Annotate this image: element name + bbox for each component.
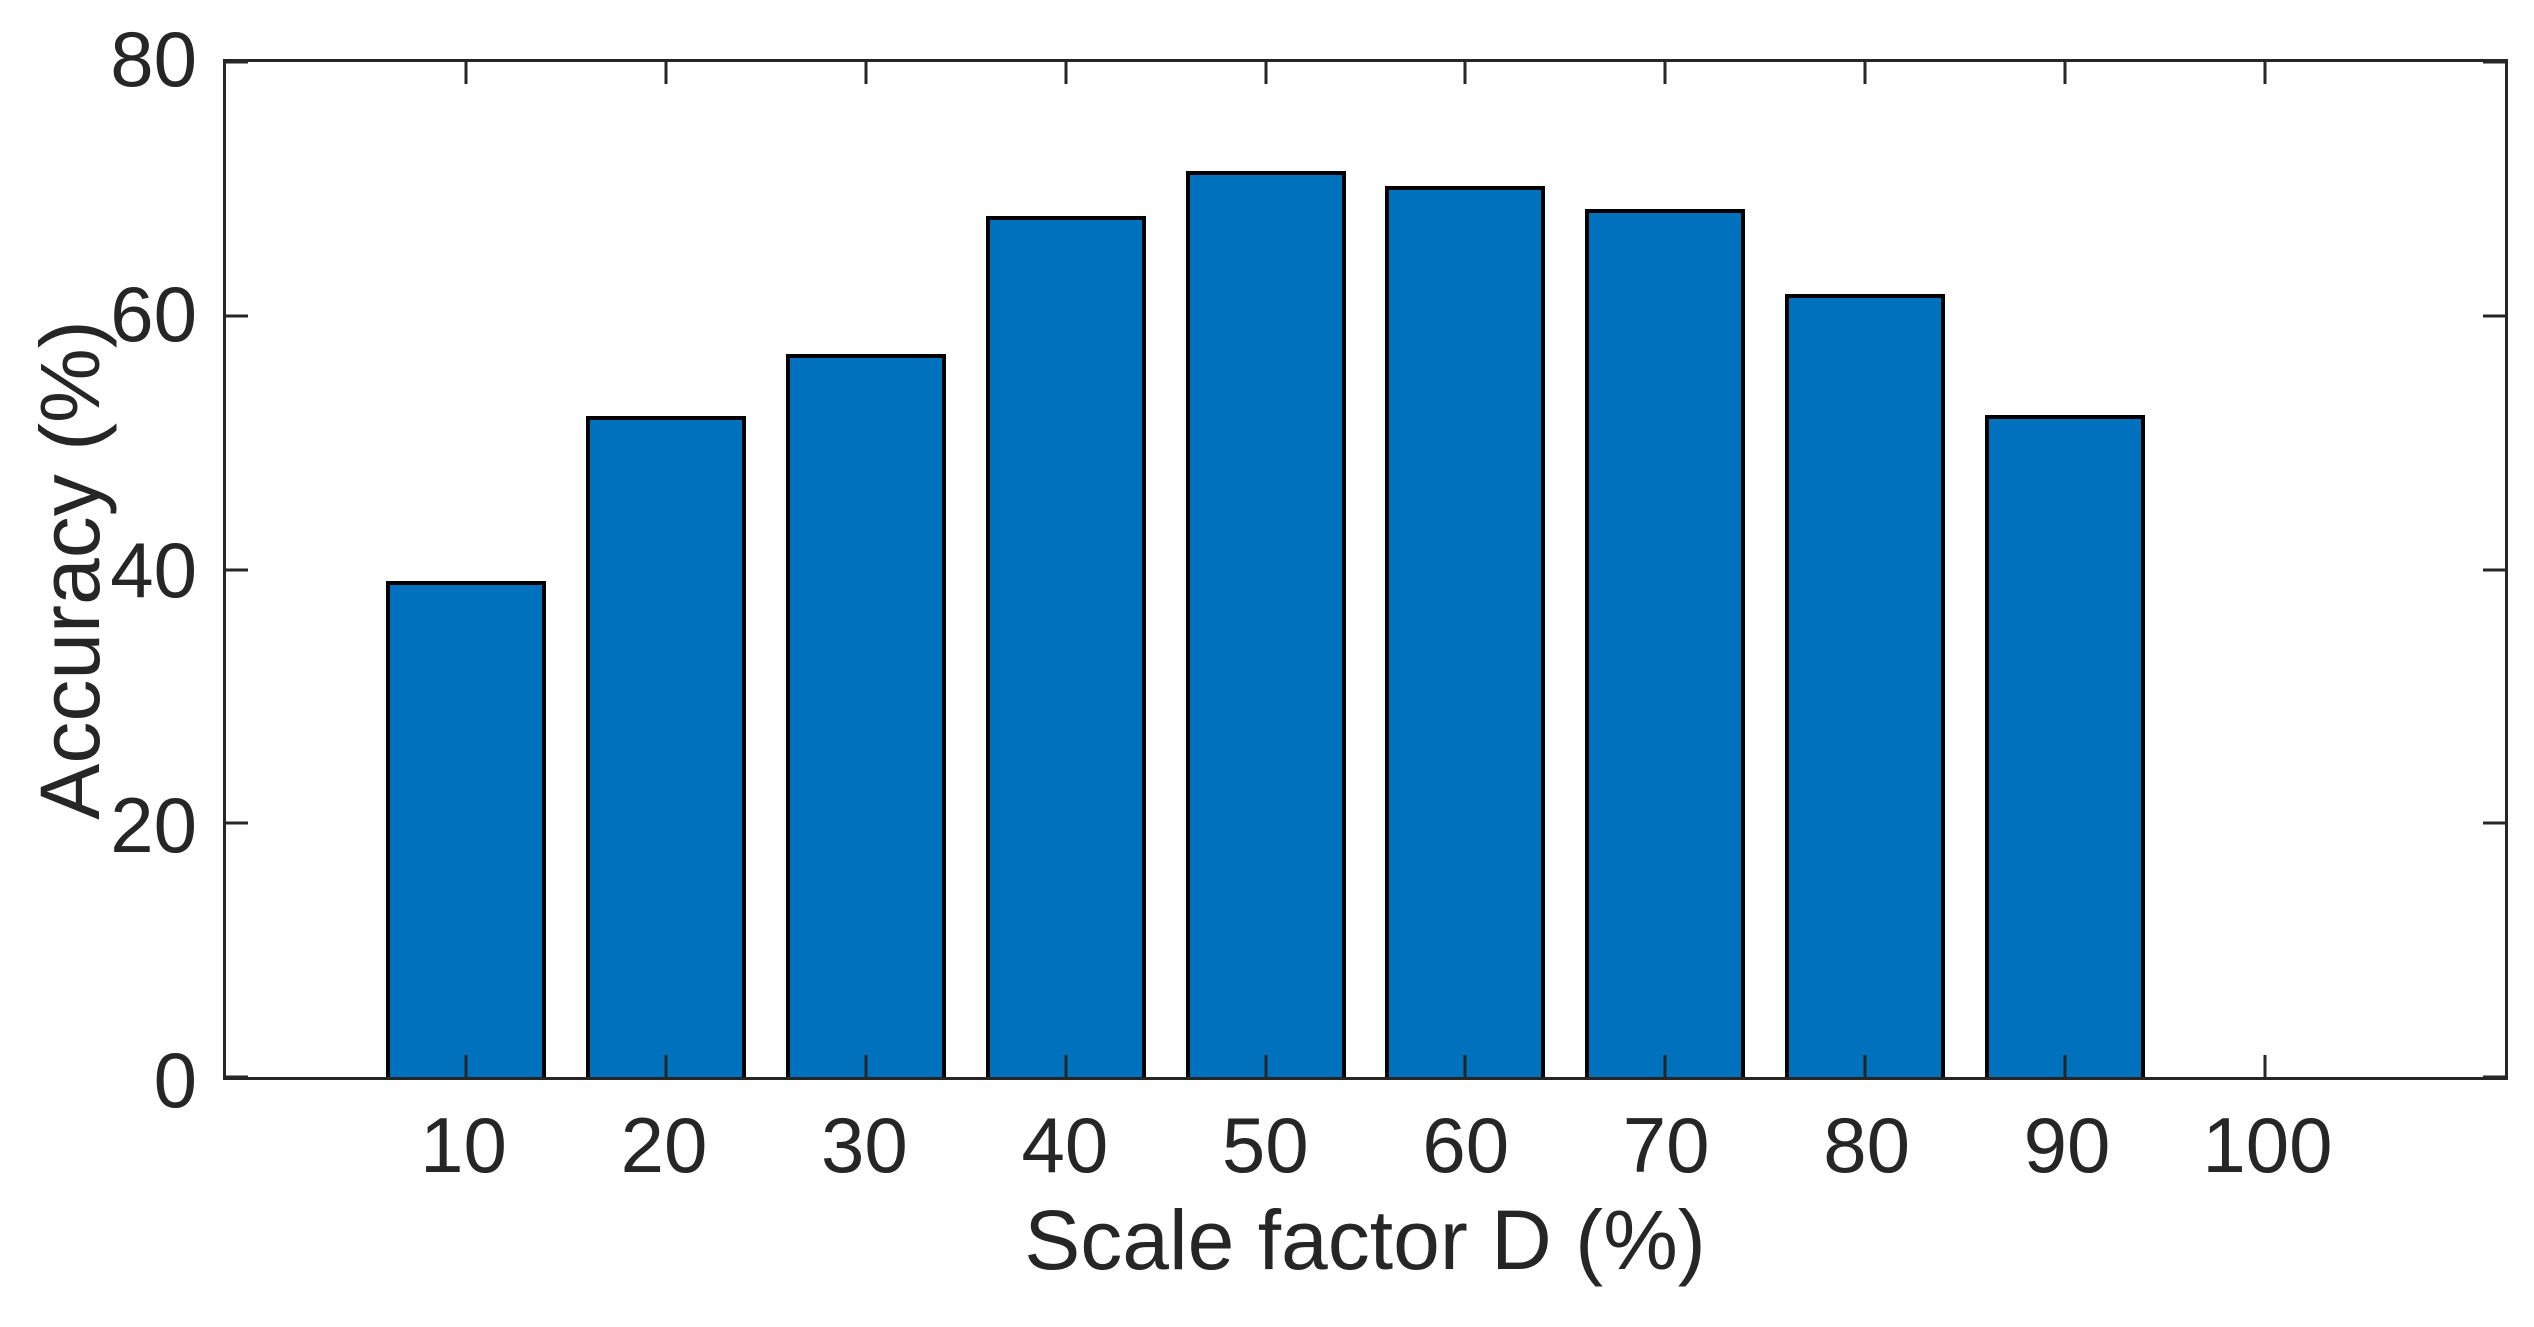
x-tick-bottom-20 — [664, 1055, 668, 1077]
x-tick-bottom-80 — [1863, 1055, 1867, 1077]
y-tick-label-40: 40 — [110, 525, 197, 614]
x-tick-label-20: 20 — [620, 1101, 708, 1189]
x-tick-label-90: 90 — [2023, 1101, 2111, 1189]
y-tick-right-60 — [2483, 314, 2505, 318]
y-tick-right-20 — [2483, 821, 2505, 825]
y-tick-right-80 — [2483, 60, 2505, 64]
bar-x50 — [1185, 171, 1346, 1077]
y-tick-label-20: 20 — [110, 780, 197, 869]
x-tick-bottom-40 — [1064, 1055, 1068, 1077]
x-tick-label-50: 50 — [1221, 1101, 1309, 1189]
x-tick-bottom-90 — [2063, 1055, 2067, 1077]
bar-x10 — [385, 580, 546, 1077]
y-tick-right-0 — [2483, 1075, 2505, 1079]
y-tick-left-60 — [226, 314, 248, 318]
y-axis-label: Accuracy (%) — [23, 320, 117, 820]
bar-x70 — [1585, 209, 1746, 1077]
y-tick-left-20 — [226, 821, 248, 825]
x-tick-bottom-60 — [1463, 1055, 1467, 1077]
x-tick-bottom-10 — [464, 1055, 468, 1077]
x-tick-top-20 — [664, 62, 668, 84]
x-tick-label-10: 10 — [420, 1101, 507, 1189]
x-tick-label-70: 70 — [1622, 1101, 1710, 1189]
x-tick-label-100: 100 — [2202, 1101, 2333, 1189]
y-tick-label-0: 0 — [153, 1036, 197, 1124]
x-tick-top-40 — [1064, 62, 1068, 84]
x-tick-label-80: 80 — [1823, 1101, 1910, 1189]
y-tick-label-80: 80 — [110, 15, 197, 103]
x-tick-bottom-100 — [2263, 1055, 2267, 1077]
plot-area — [223, 59, 2508, 1080]
bar-x20 — [585, 415, 746, 1077]
bar-x40 — [985, 215, 1146, 1077]
x-tick-top-60 — [1463, 62, 1467, 84]
x-tick-bottom-70 — [1663, 1055, 1667, 1077]
x-tick-top-30 — [864, 62, 868, 84]
x-tick-top-90 — [2063, 62, 2067, 84]
y-tick-left-40 — [226, 568, 248, 571]
x-tick-top-80 — [1863, 62, 1867, 84]
bar-x80 — [1785, 294, 1946, 1077]
x-tick-top-10 — [464, 62, 468, 84]
x-tick-label-30: 30 — [821, 1101, 908, 1189]
y-tick-left-0 — [226, 1075, 248, 1079]
y-tick-right-40 — [2483, 568, 2505, 571]
x-axis-label: Scale factor D (%) — [1024, 1193, 1706, 1287]
x-tick-top-100 — [2263, 62, 2267, 84]
y-tick-left-80 — [226, 60, 248, 64]
x-tick-bottom-30 — [864, 1055, 868, 1077]
bar-x30 — [785, 353, 946, 1077]
x-tick-label-60: 60 — [1422, 1101, 1510, 1189]
x-tick-bottom-50 — [1264, 1055, 1268, 1077]
y-tick-label-60: 60 — [110, 270, 197, 359]
bar-x90 — [1985, 414, 2146, 1077]
x-tick-top-50 — [1264, 62, 1268, 84]
x-tick-top-70 — [1663, 62, 1667, 84]
bar-x60 — [1385, 186, 1546, 1077]
x-tick-label-40: 40 — [1021, 1101, 1109, 1189]
